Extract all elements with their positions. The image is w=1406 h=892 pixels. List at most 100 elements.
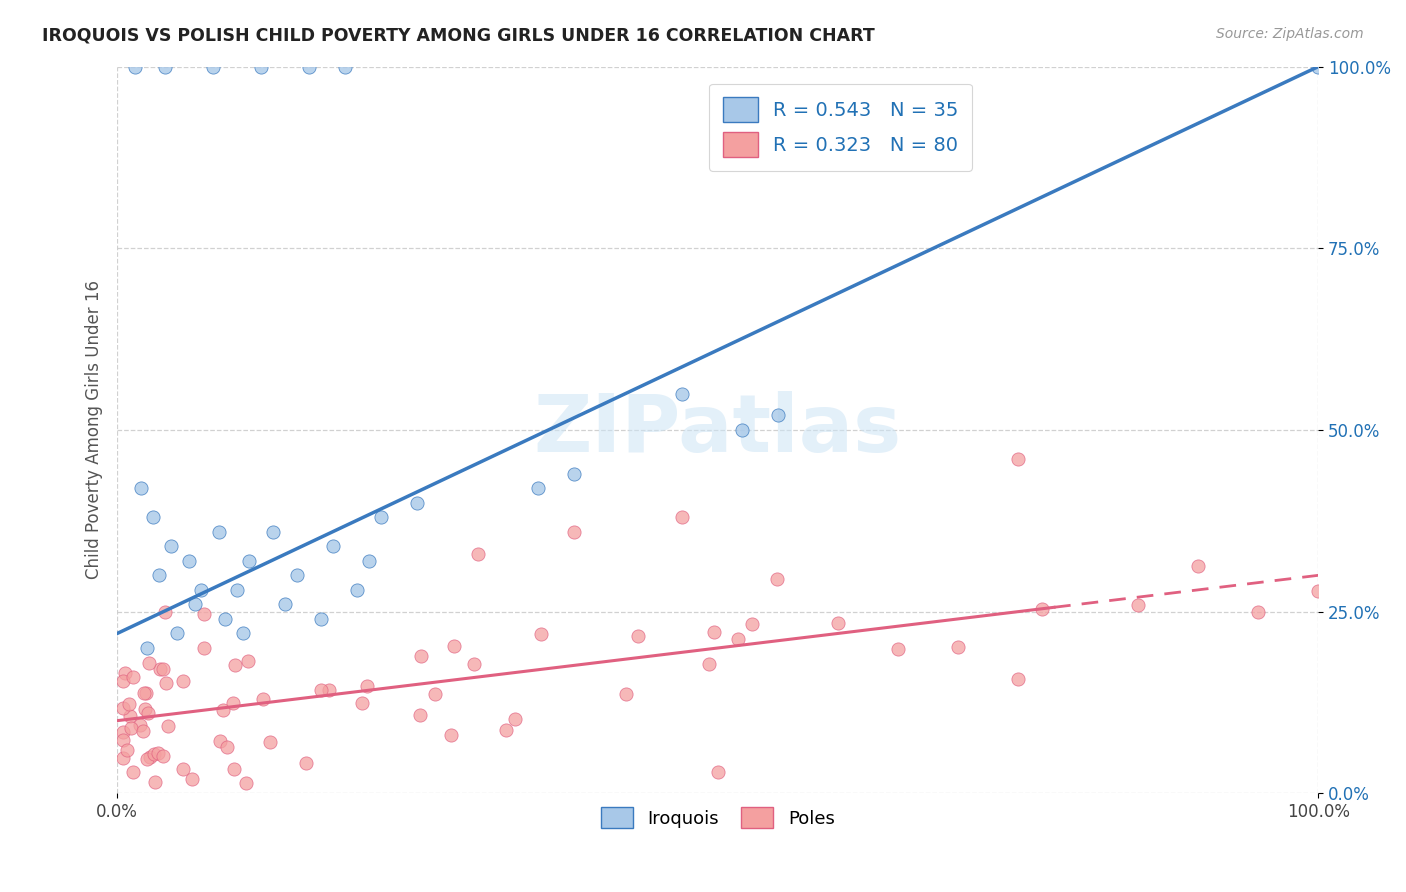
Point xyxy=(143,775,166,789)
Point xyxy=(697,657,720,671)
Point xyxy=(766,409,789,423)
Point xyxy=(411,648,433,663)
Point xyxy=(114,666,136,681)
Point xyxy=(146,746,169,760)
Point xyxy=(318,683,340,698)
Point xyxy=(132,686,155,700)
Point xyxy=(193,607,215,621)
Point xyxy=(238,554,260,568)
Point xyxy=(463,657,485,671)
Point xyxy=(152,661,174,675)
Point xyxy=(232,626,254,640)
Point xyxy=(1126,598,1149,612)
Point xyxy=(166,626,188,640)
Point xyxy=(252,691,274,706)
Point xyxy=(180,772,202,787)
Point xyxy=(156,718,179,732)
Point xyxy=(142,747,165,761)
Point xyxy=(142,510,165,524)
Point xyxy=(179,554,201,568)
Text: ZIPatlas: ZIPatlas xyxy=(534,391,901,469)
Point xyxy=(423,687,446,701)
Point xyxy=(155,676,177,690)
Point xyxy=(139,750,162,764)
Point xyxy=(1187,559,1209,574)
Point xyxy=(135,751,157,765)
Point xyxy=(235,776,257,790)
Point xyxy=(298,60,321,74)
Point xyxy=(122,764,145,779)
Point xyxy=(152,749,174,764)
Point xyxy=(112,701,135,715)
Point xyxy=(1007,673,1029,687)
Point xyxy=(208,524,231,539)
Point xyxy=(160,539,183,553)
Point xyxy=(356,679,378,693)
Point xyxy=(112,733,135,747)
Point xyxy=(370,510,392,524)
Point xyxy=(224,762,246,776)
Point xyxy=(440,727,463,741)
Point xyxy=(671,510,693,524)
Point xyxy=(118,697,141,711)
Point xyxy=(153,605,176,619)
Point xyxy=(409,707,432,722)
Point xyxy=(946,640,969,655)
Point xyxy=(211,703,233,717)
Point xyxy=(467,547,489,561)
Point xyxy=(193,640,215,655)
Point xyxy=(136,640,159,655)
Point xyxy=(887,642,910,657)
Point xyxy=(352,696,374,710)
Point xyxy=(112,751,135,765)
Y-axis label: Child Poverty Among Girls Under 16: Child Poverty Among Girls Under 16 xyxy=(86,280,103,580)
Point xyxy=(406,496,429,510)
Point xyxy=(112,725,135,739)
Point xyxy=(741,617,763,632)
Point xyxy=(503,712,526,726)
Point xyxy=(1031,601,1053,615)
Point xyxy=(172,762,194,776)
Point xyxy=(134,701,156,715)
Point xyxy=(202,60,225,74)
Point xyxy=(530,626,553,640)
Point xyxy=(274,598,297,612)
Point xyxy=(295,756,318,771)
Point xyxy=(120,722,142,736)
Point xyxy=(827,615,849,630)
Point xyxy=(346,582,368,597)
Point xyxy=(148,568,170,582)
Point xyxy=(614,687,637,701)
Point xyxy=(136,706,159,720)
Point xyxy=(706,764,728,779)
Point xyxy=(322,539,344,553)
Point xyxy=(562,467,585,481)
Text: IROQUOIS VS POLISH CHILD POVERTY AMONG GIRLS UNDER 16 CORRELATION CHART: IROQUOIS VS POLISH CHILD POVERTY AMONG G… xyxy=(42,27,875,45)
Point xyxy=(132,724,155,739)
Point xyxy=(627,629,650,643)
Point xyxy=(118,709,141,723)
Point xyxy=(311,612,333,626)
Point xyxy=(138,656,160,670)
Point xyxy=(224,657,246,672)
Point xyxy=(311,682,333,697)
Point xyxy=(250,60,273,74)
Point xyxy=(184,598,207,612)
Point xyxy=(359,554,381,568)
Point xyxy=(727,632,749,646)
Point xyxy=(190,582,212,597)
Point xyxy=(149,662,172,676)
Point xyxy=(335,60,357,74)
Point xyxy=(155,60,177,74)
Legend: Iroquois, Poles: Iroquois, Poles xyxy=(593,800,842,835)
Text: Source: ZipAtlas.com: Source: ZipAtlas.com xyxy=(1216,27,1364,41)
Point xyxy=(1308,60,1330,74)
Point xyxy=(671,386,693,401)
Point xyxy=(443,639,465,653)
Point xyxy=(1007,452,1029,467)
Point xyxy=(1308,583,1330,598)
Point xyxy=(172,673,194,688)
Point xyxy=(129,718,152,732)
Point xyxy=(135,686,157,700)
Point xyxy=(259,734,281,748)
